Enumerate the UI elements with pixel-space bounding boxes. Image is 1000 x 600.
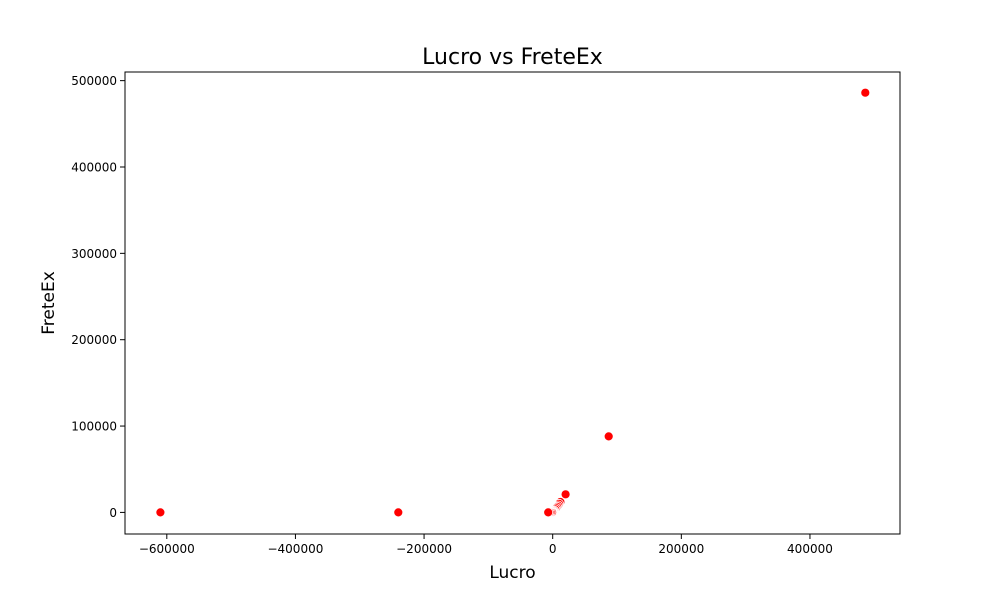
y-tick-label: 0 [109,506,117,520]
y-tick-label: 500000 [71,74,117,88]
y-tick-label: 200000 [71,333,117,347]
x-tick-label: 0 [549,542,557,556]
y-tick-label: 100000 [71,420,117,434]
x-axis-ticks: −600000 −400000 −200000 0 200000 400000 [139,534,833,556]
x-tick-label: 400000 [787,542,833,556]
y-tick-label: 300000 [71,247,117,261]
x-tick-label: −400000 [267,542,323,556]
y-tick-label: 400000 [71,160,117,174]
data-point [543,507,554,518]
x-tick-label: 200000 [658,542,704,556]
x-tick-label: −200000 [396,542,452,556]
x-tick-label: −600000 [139,542,195,556]
y-axis-label: FreteEx [39,271,59,335]
y-axis-ticks: 0 100000 200000 300000 400000 500000 [71,74,125,520]
x-axis-label: Lucro [489,563,535,583]
points-layer [155,87,871,518]
data-point [155,507,166,518]
data-point [560,489,571,500]
chart-title: Lucro vs FreteEx [422,45,603,70]
data-point [603,431,614,442]
data-point [393,507,404,518]
plot-frame [124,71,901,535]
data-point [860,87,871,98]
